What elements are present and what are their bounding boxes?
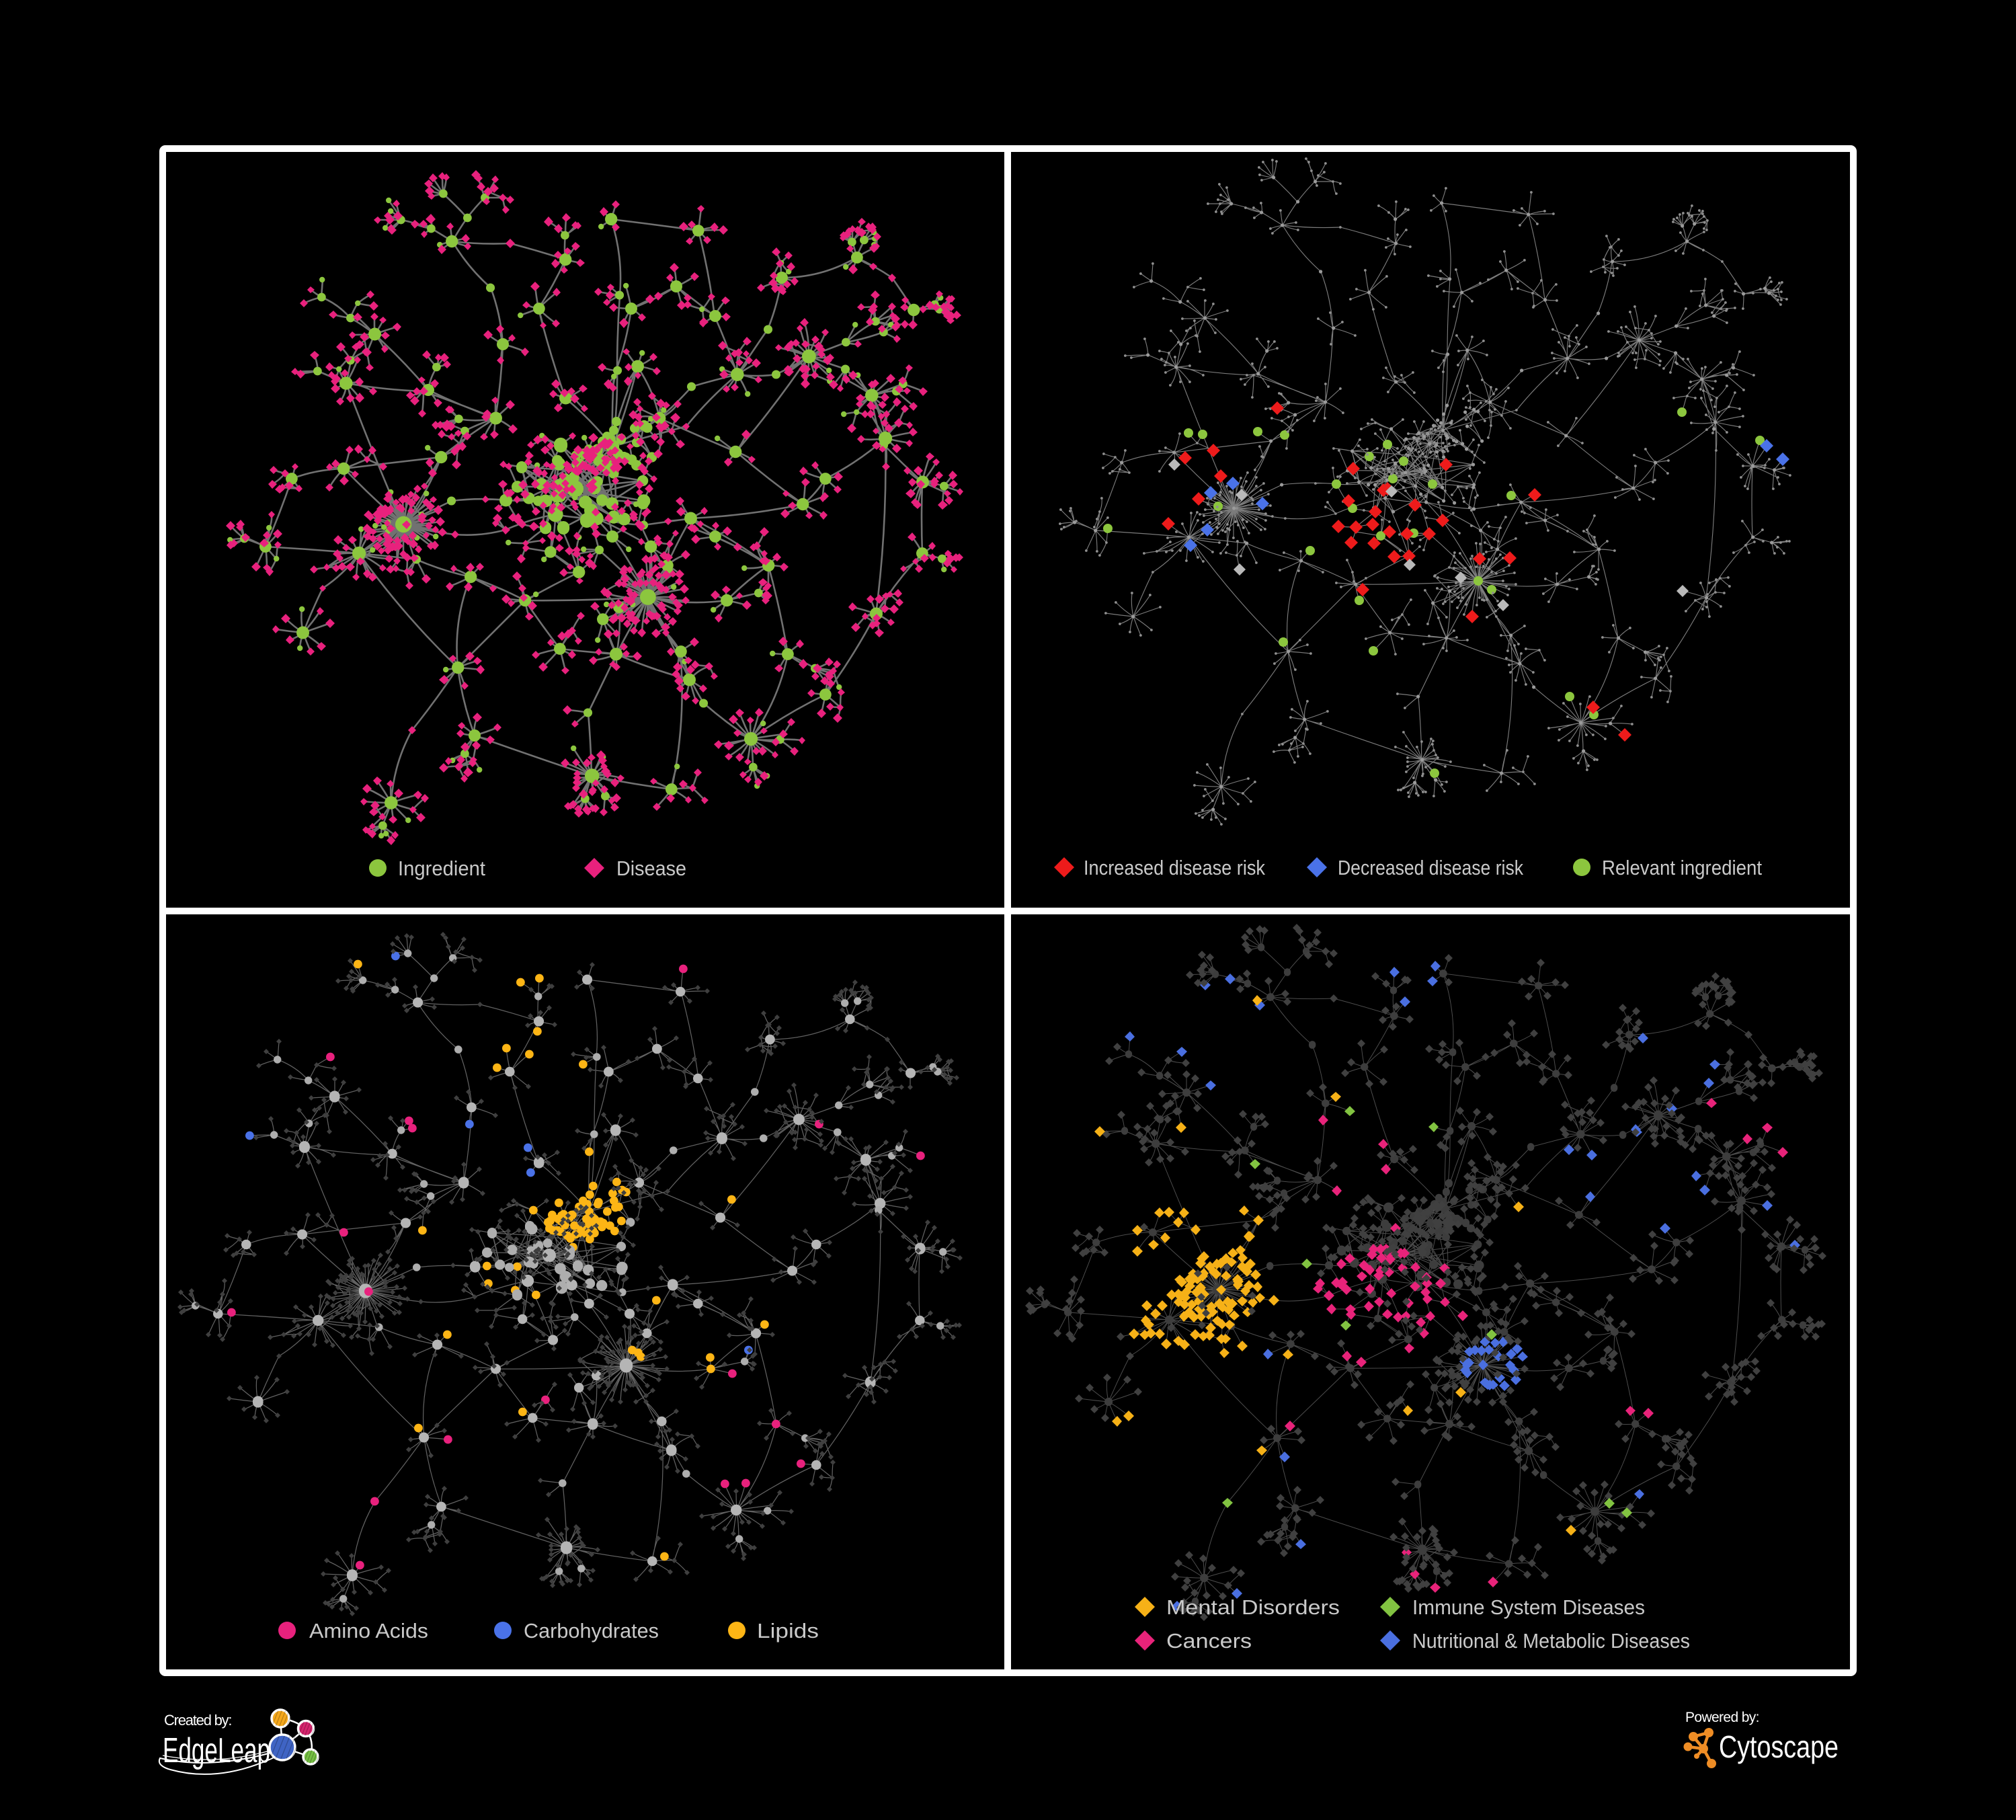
svg-text:Mental Disorders: Mental Disorders	[1166, 1595, 1340, 1619]
svg-text:Powered by:: Powered by:	[1685, 1710, 1760, 1725]
svg-text:Ingredient: Ingredient	[398, 857, 485, 880]
svg-text:Decreased disease risk: Decreased disease risk	[1338, 856, 1523, 879]
svg-text:Immune System Diseases: Immune System Diseases	[1412, 1595, 1645, 1619]
svg-text:EdgeLeap: EdgeLeap	[163, 1731, 270, 1770]
svg-text:Cancers: Cancers	[1166, 1629, 1252, 1653]
svg-text:Disease: Disease	[616, 857, 686, 880]
svg-text:Relevant ingredient: Relevant ingredient	[1602, 856, 1762, 879]
svg-text:Nutritional & Metabolic Diseas: Nutritional & Metabolic Diseases	[1412, 1629, 1690, 1653]
svg-text:Cytoscape: Cytoscape	[1719, 1729, 1839, 1764]
svg-text:Carbohydrates: Carbohydrates	[524, 1619, 659, 1643]
svg-text:Increased disease risk: Increased disease risk	[1084, 856, 1265, 879]
svg-text:Amino Acids: Amino Acids	[309, 1619, 428, 1643]
svg-text:Created by:: Created by:	[164, 1712, 233, 1729]
svg-text:Lipids: Lipids	[757, 1619, 819, 1643]
